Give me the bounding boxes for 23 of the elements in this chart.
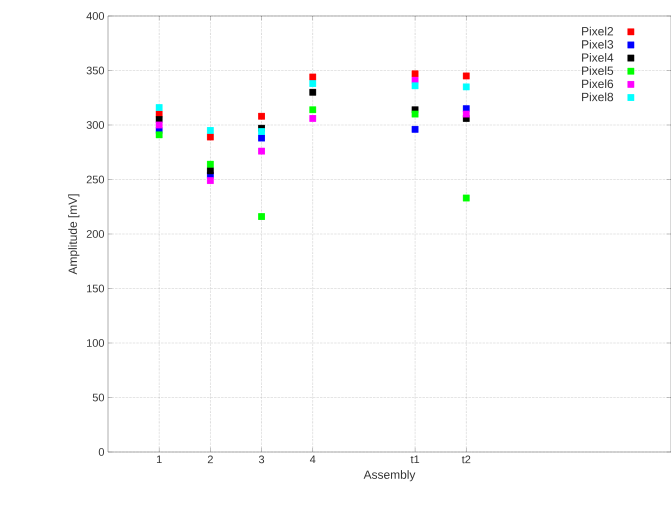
y-tick-label: 150 bbox=[87, 284, 104, 292]
y-tick-label: 250 bbox=[86, 176, 104, 184]
y-tick-label: 350 bbox=[86, 66, 104, 74]
y-tick-label: 100 bbox=[87, 339, 104, 347]
x-tick-label: t2 bbox=[462, 456, 470, 464]
y-axis-title: Amplitude [mV] bbox=[68, 194, 80, 275]
legend-label: Pixel8 bbox=[582, 92, 614, 102]
x-tick-label: 4 bbox=[310, 456, 316, 464]
x-tick-label: t1 bbox=[410, 456, 420, 464]
y-tick-label: 0 bbox=[98, 448, 104, 456]
x-tick-label: 2 bbox=[208, 456, 213, 464]
legend-label: Pixel3 bbox=[582, 40, 614, 49]
x-tick-label: 1 bbox=[156, 456, 162, 464]
legend-label: Pixel6 bbox=[582, 79, 614, 88]
y-tick-label: 400 bbox=[86, 12, 104, 20]
y-tick-label: 50 bbox=[92, 394, 104, 402]
legend-label: Pixel2 bbox=[582, 26, 614, 36]
y-tick-label: 200 bbox=[86, 230, 104, 238]
x-axis-title: Assembly bbox=[364, 470, 416, 482]
x-tick-label: 3 bbox=[258, 456, 264, 464]
legend-label: Pixel5 bbox=[582, 66, 614, 75]
y-tick-label: 300 bbox=[86, 121, 104, 129]
legend-label: Pixel4 bbox=[582, 53, 614, 62]
